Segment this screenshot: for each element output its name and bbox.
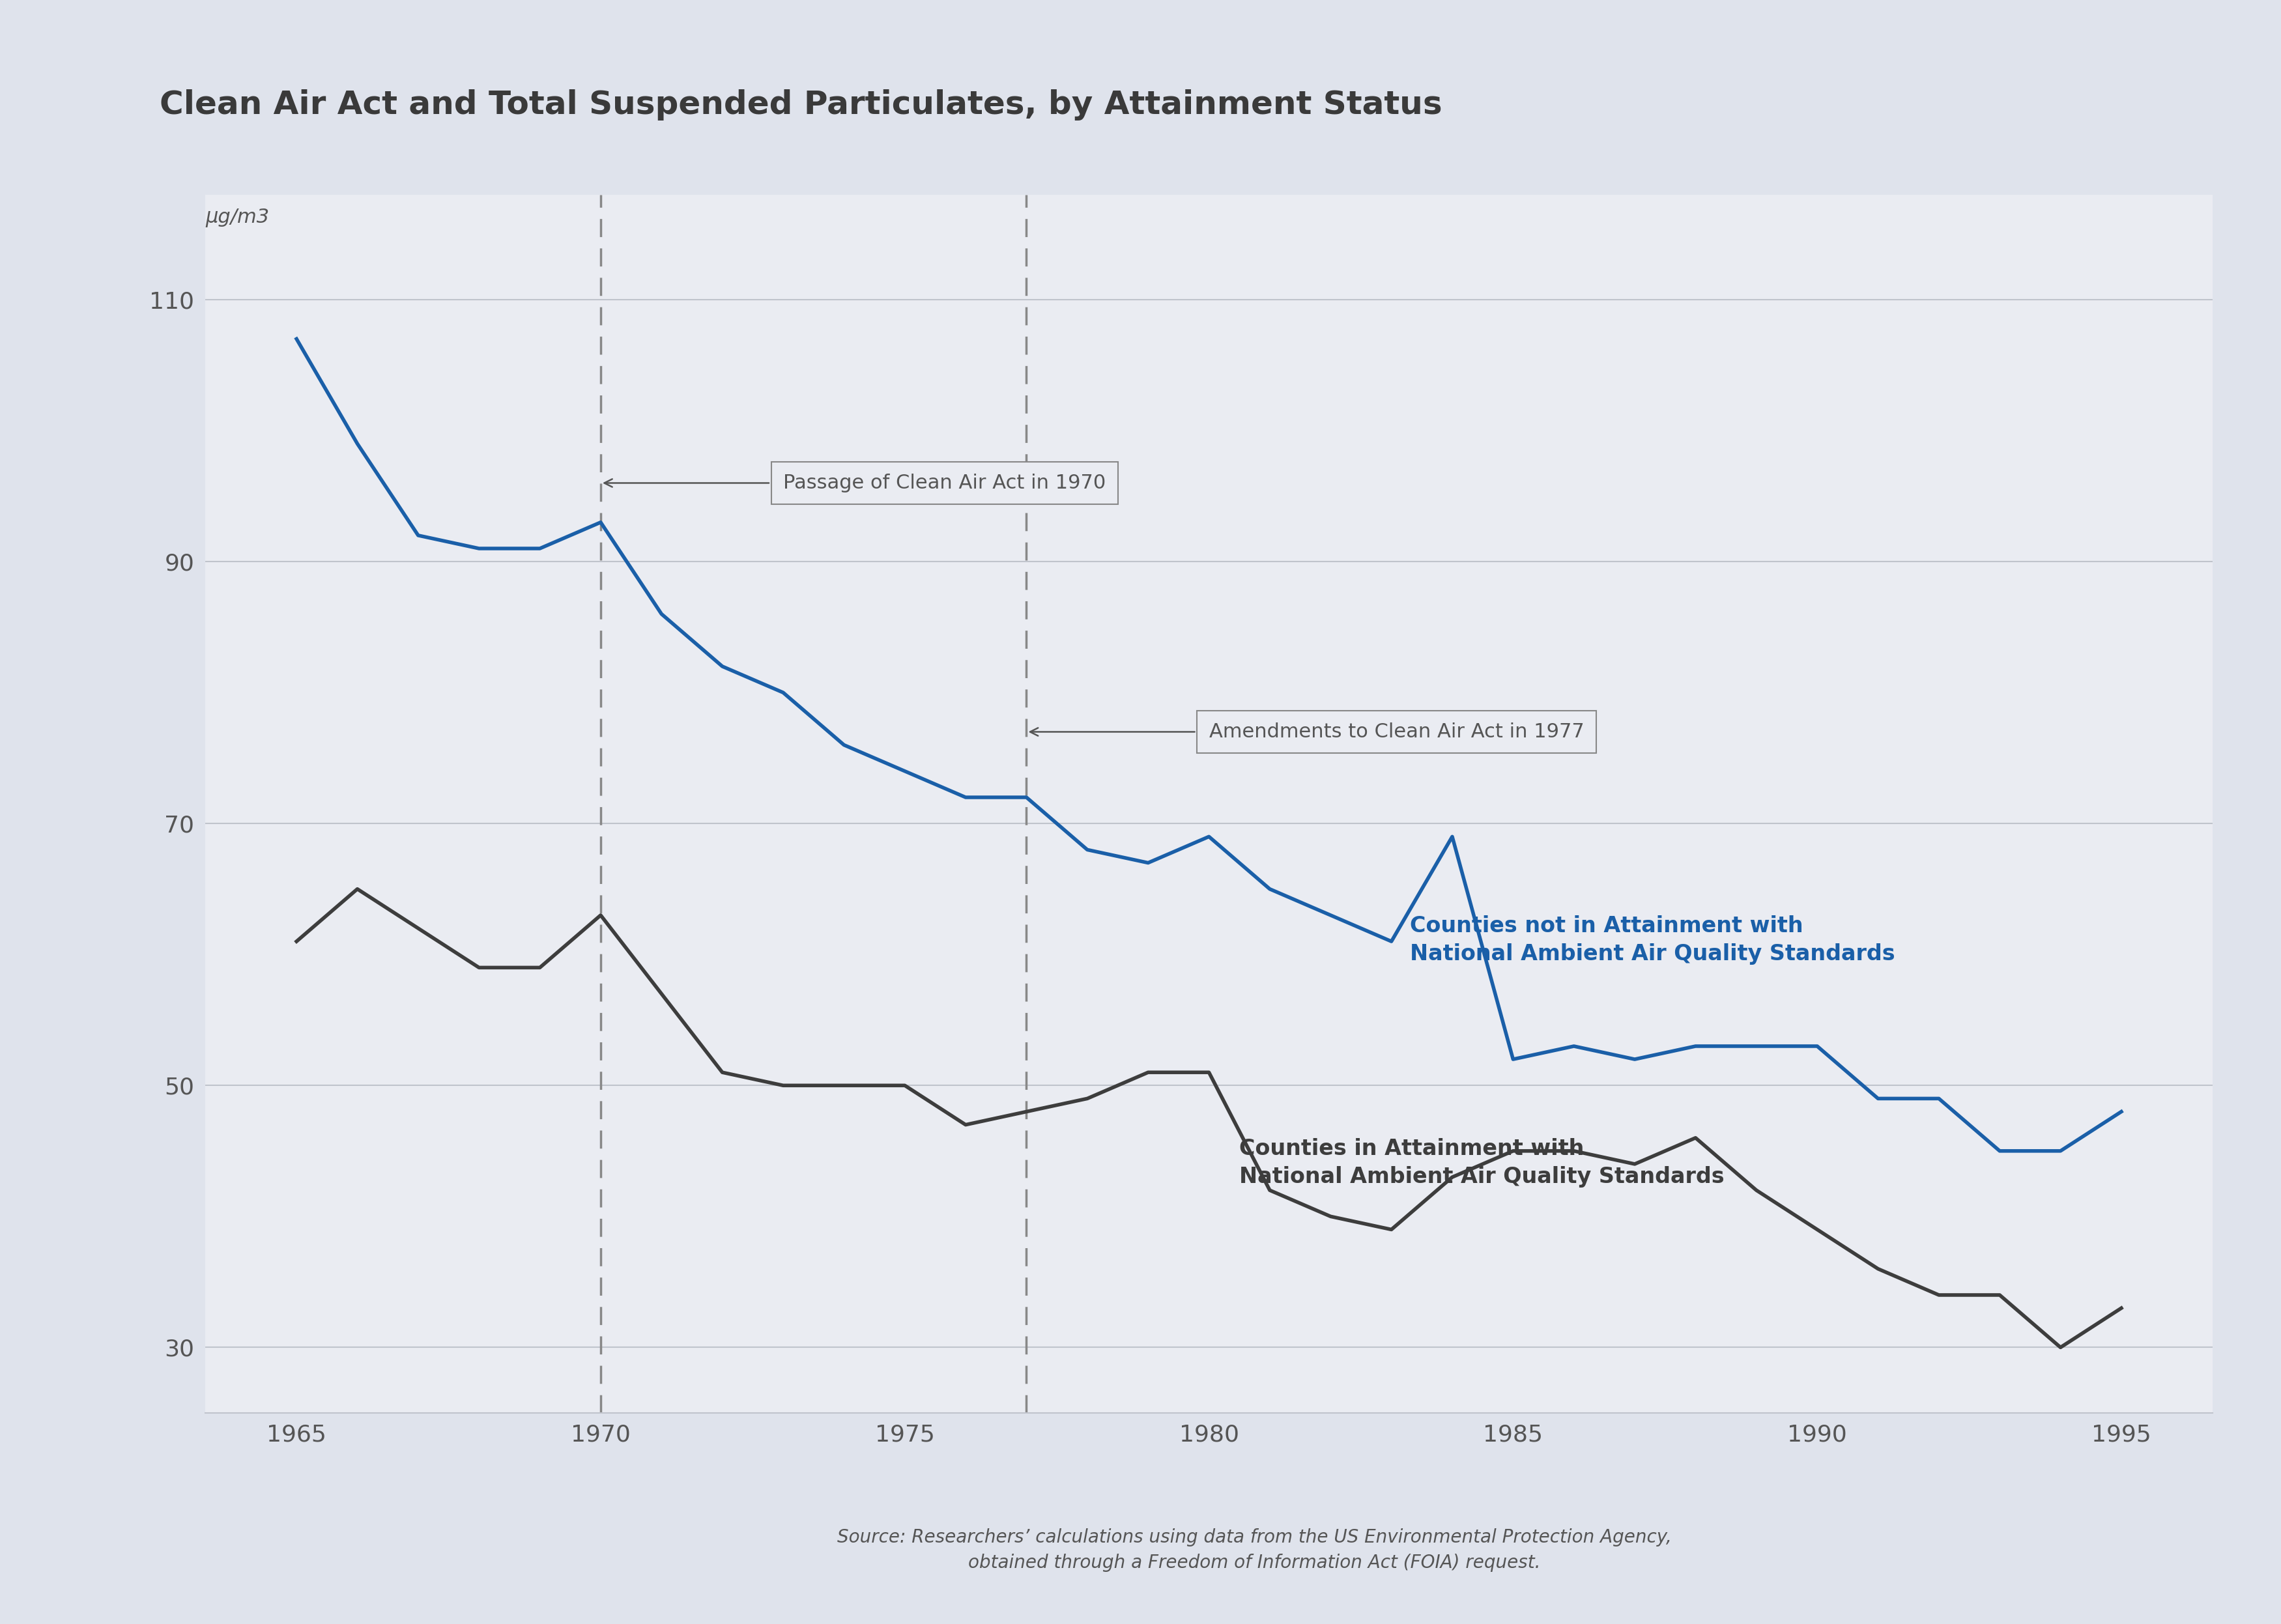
Text: Passage of Clean Air Act in 1970: Passage of Clean Air Act in 1970 [604,474,1106,492]
Text: Source: Researchers’ calculations using data from the US Environmental Protectio: Source: Researchers’ calculations using … [837,1528,1672,1572]
Text: Clean Air Act and Total Suspended Particulates, by Attainment Status: Clean Air Act and Total Suspended Partic… [160,89,1442,120]
Text: Counties not in Attainment with
National Ambient Air Quality Standards: Counties not in Attainment with National… [1410,916,1896,965]
Text: μg/m3: μg/m3 [205,209,269,227]
Text: Counties in Attainment with
National Ambient Air Quality Standards: Counties in Attainment with National Amb… [1239,1138,1724,1187]
Text: Amendments to Clean Air Act in 1977: Amendments to Clean Air Act in 1977 [1031,723,1583,741]
